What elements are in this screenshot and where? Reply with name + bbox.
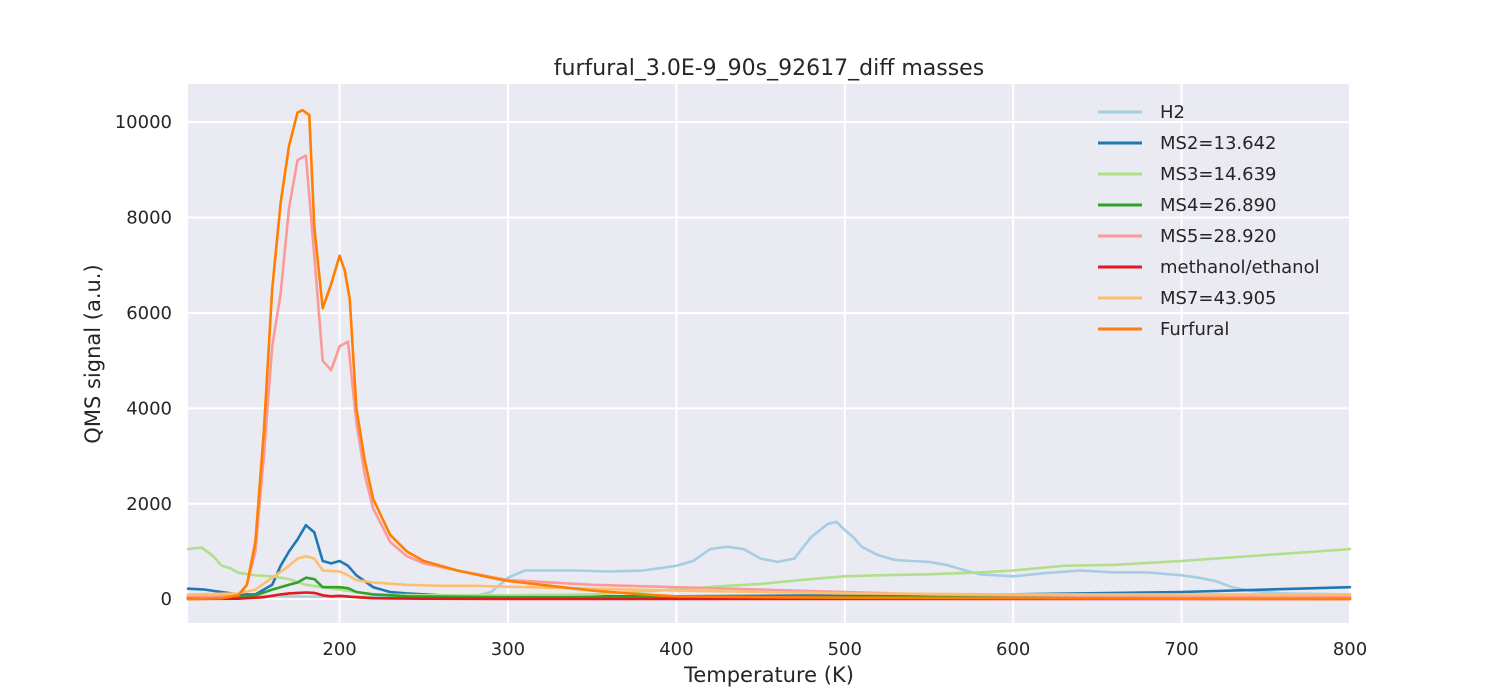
x-axis-ticks: 200 300 400 500 600 700 800: [322, 639, 1367, 660]
legend-label: Furfural: [1160, 319, 1229, 340]
x-axis-label: Temperature (K): [683, 663, 854, 687]
series-line-1: [186, 520, 1352, 599]
x-tick-label: 200: [322, 639, 356, 660]
legend-label: H2: [1160, 102, 1185, 123]
x-tick-label: 600: [996, 639, 1030, 660]
y-tick-label: 6000: [126, 303, 172, 324]
x-tick-label: 300: [491, 639, 525, 660]
legend-label: MS7=43.905: [1160, 288, 1276, 309]
plot-background: [188, 84, 1350, 623]
y-axis-ticks: 0 2000 4000 6000 8000 10000: [115, 112, 172, 610]
series-line-5: [186, 154, 1352, 599]
series-line-3: [186, 546, 1352, 597]
x-tick-label: 500: [828, 639, 862, 660]
y-tick-label: 10000: [115, 112, 172, 133]
legend: H2 MS2=13.642 MS3=14.639 MS4=26.890 MS5=28.9…: [1098, 102, 1320, 340]
legend-label: MS5=28.920: [1160, 226, 1276, 247]
series-line-8: [186, 108, 1352, 601]
y-tick-label: 0: [161, 589, 172, 610]
y-tick-label: 4000: [126, 398, 172, 419]
series-layer: [186, 108, 1352, 601]
chart-title: furfural_3.0E-9_90s_92617_diff masses: [554, 56, 984, 81]
x-tick-label: 700: [1164, 639, 1198, 660]
x-tick-label: 400: [659, 639, 693, 660]
series-line-6: [186, 591, 1352, 601]
y-tick-label: 8000: [126, 208, 172, 229]
y-tick-label: 2000: [126, 494, 172, 515]
y-axis-label: QMS signal (a.u.): [81, 264, 105, 443]
legend-label: methanol/ethanol: [1160, 257, 1320, 278]
legend-label: MS2=13.642: [1160, 133, 1276, 154]
legend-label: MS4=26.890: [1160, 195, 1276, 216]
legend-label: MS3=14.639: [1160, 164, 1276, 185]
series-line-7: [186, 554, 1352, 596]
x-tick-label: 800: [1333, 639, 1367, 660]
